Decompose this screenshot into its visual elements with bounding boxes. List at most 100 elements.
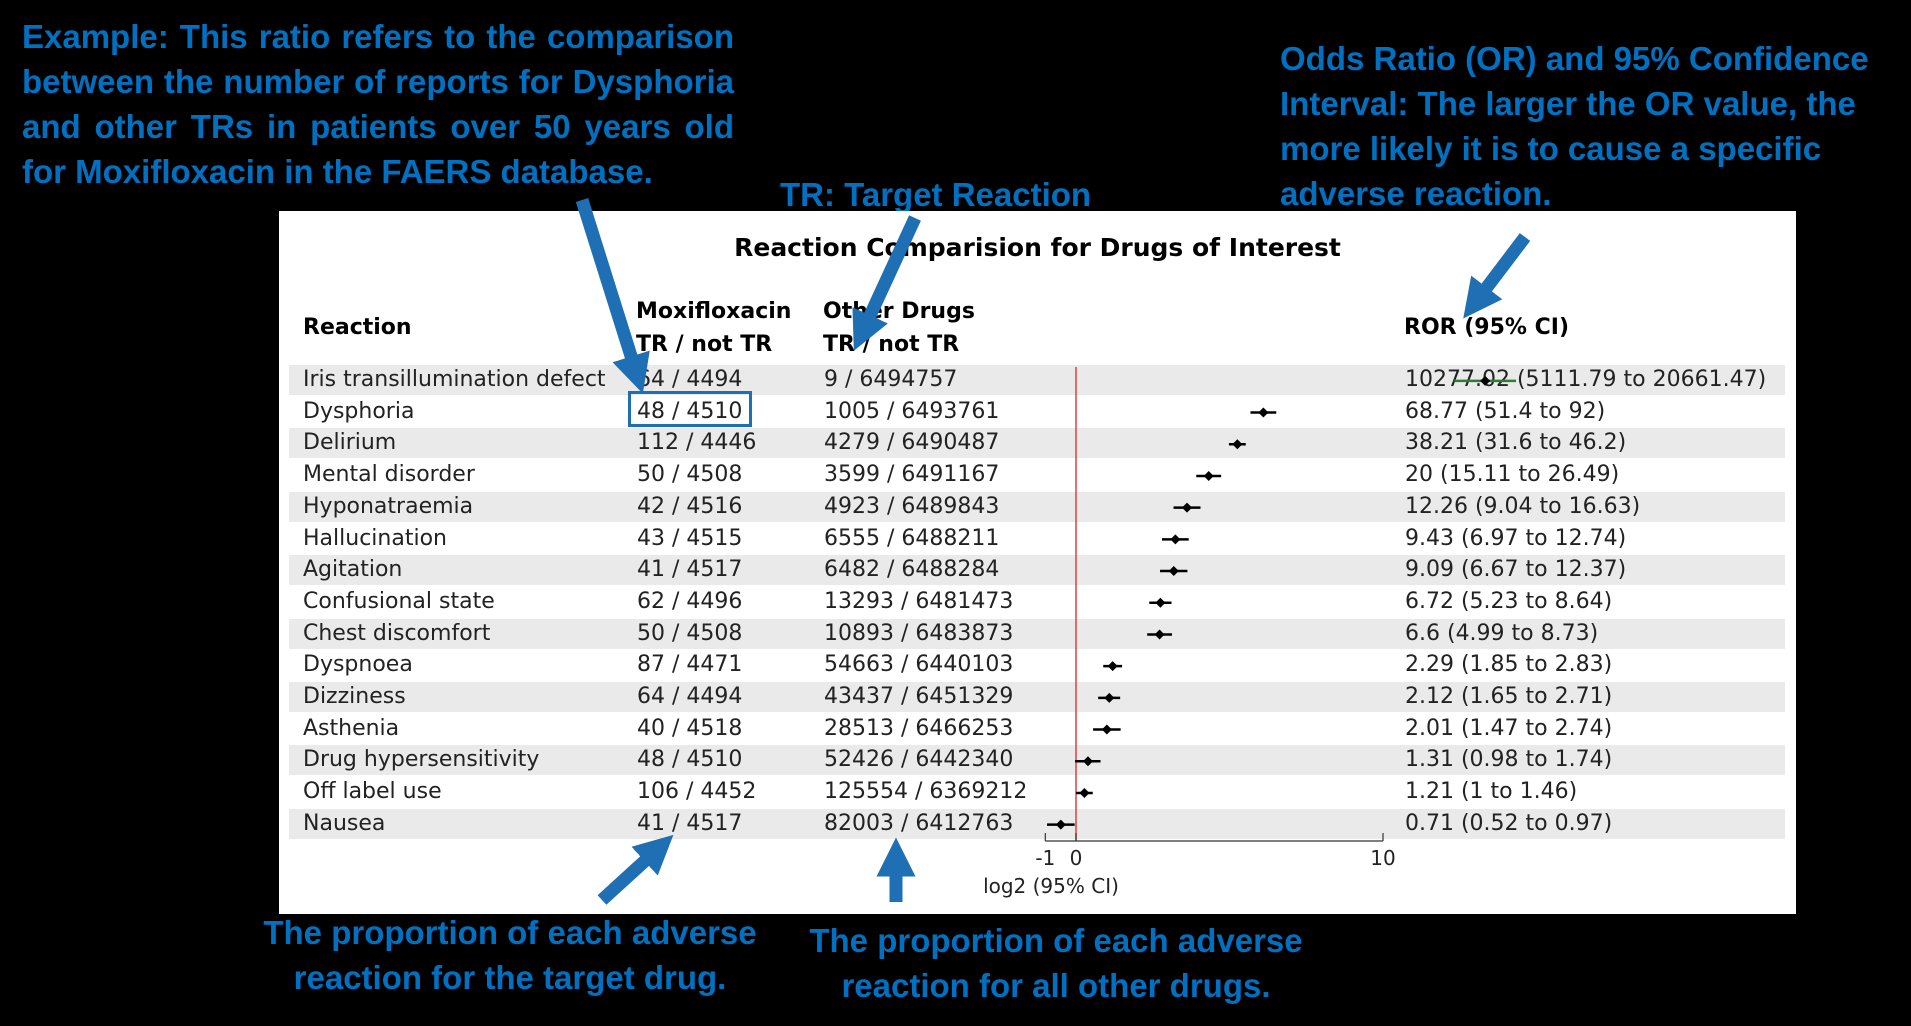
ror-value: 6.72 (5.23 to 8.64)	[1405, 588, 1613, 614]
drug-column-subheader: TR / not TR	[636, 332, 773, 357]
table-row: Drug hypersensitivity 48 / 4510 52426 / 64…	[289, 745, 1785, 776]
drug-count: 87 / 4471	[637, 652, 743, 678]
table-row: Chest discomfort 50 / 4508 10893 / 6483873…	[289, 618, 1785, 649]
other-drugs-count: 9 / 6494757	[824, 367, 958, 392]
drug-count: 40 / 4518	[637, 715, 743, 741]
other-drugs-column-subheader: TR / not TR	[823, 332, 960, 357]
odds-ratio-annotation: Odds Ratio (OR) and 95% Confidence Inter…	[1280, 40, 1869, 212]
tr-arrow-icon	[852, 215, 921, 351]
other-drugs-count: 54663 / 6440103	[824, 652, 1014, 678]
ror-value: 9.09 (6.67 to 12.37)	[1405, 557, 1627, 583]
table-row: Asthenia 40 / 4518 28513 / 6466253 2.01 (1.…	[289, 714, 1785, 744]
table-row: Hyponatraemia 42 / 4516 4923 / 6489843 12.2…	[289, 491, 1785, 522]
table-row: Mental disorder 50 / 4508 3599 / 6491167 20…	[289, 460, 1785, 490]
table-row: Iris transillumination defect 64 / 4494 9 …	[289, 365, 1785, 395]
drug-count: 64 / 4494	[637, 367, 743, 392]
ror-point	[1155, 597, 1166, 608]
ror-point	[1154, 629, 1165, 640]
ror-value: 12.26 (9.04 to 16.63)	[1405, 493, 1641, 519]
drug-count: 64 / 4494	[637, 684, 743, 709]
ror-value: 9.43 (6.97 to 12.74)	[1405, 525, 1627, 551]
other-drugs-count: 125554 / 6369212	[824, 779, 1028, 805]
other-drugs-count: 3599 / 6491167	[824, 462, 1000, 488]
reaction-label: Nausea	[303, 810, 386, 836]
ror-point	[1082, 756, 1093, 767]
drug-count: 62 / 4496	[637, 588, 743, 614]
drug-count: 43 / 4515	[637, 525, 743, 551]
reaction-label: Asthenia	[303, 715, 400, 741]
forest-plot-svg: -1 0 10 log2 (95% CI)	[983, 367, 1517, 898]
ror-point	[1203, 470, 1214, 481]
ror-value: 1.31 (0.98 to 1.74)	[1405, 747, 1613, 773]
table-row: Dyspnoea 87 / 4471 54663 / 6440103 2.29 (1.…	[289, 650, 1785, 680]
reaction-column-header: Reaction	[303, 315, 412, 340]
table-row: Hallucination 43 / 4515 6555 / 6488211 9.43…	[289, 524, 1785, 554]
reaction-label: Hallucination	[303, 525, 447, 551]
other-drugs-column-header: Other Drugs	[823, 299, 975, 324]
other-drugs-count: 28513 / 6466253	[824, 715, 1014, 741]
ror-point	[1107, 661, 1118, 672]
drug-count: 112 / 4446	[637, 430, 757, 456]
drug-count: 48 / 4510	[637, 747, 743, 773]
x-tick-label: 0	[1070, 846, 1083, 870]
other-drugs-proportion-annotation: The proportion of each adverse reaction …	[809, 922, 1303, 1004]
table-row: Confusional state 62 / 4496 13293 / 648147…	[289, 587, 1785, 617]
target-drug-proportion-annotation: The proportion of each adverse reaction …	[263, 914, 757, 996]
x-tick-label: -1	[1035, 846, 1055, 870]
other-drugs-count: 1005 / 6493761	[824, 398, 1000, 424]
table-row: Off label use 106 / 4452 125554 / 6369212 1…	[289, 777, 1785, 807]
forest-plot-panel: Reaction Comparision for Drugs of Intere…	[279, 211, 1796, 914]
drug-column-header: Moxifloxacin	[636, 299, 792, 324]
chart-title: Reaction Comparision for Drugs of Intere…	[734, 233, 1341, 262]
ror-point	[1480, 375, 1491, 386]
x-axis-label: log2 (95% CI)	[983, 874, 1119, 898]
drug-count: 41 / 4517	[637, 557, 743, 583]
other-drugs-count: 13293 / 6481473	[824, 588, 1014, 614]
table-row: Dizziness 64 / 4494 43437 / 6451329 2.12 (1…	[289, 682, 1785, 712]
ror-value: 0.71 (0.52 to 0.97)	[1405, 810, 1613, 836]
ror-point	[1079, 787, 1090, 798]
table-row: Dysphoria 48 / 4510 1005 / 6493761 68.77 (5…	[289, 397, 1785, 427]
reaction-label: Hyponatraemia	[303, 493, 474, 519]
ror-value: 2.01 (1.47 to 2.74)	[1405, 715, 1613, 741]
drug-count: 42 / 4516	[637, 493, 743, 519]
table-row: Delirium 112 / 4446 4279 / 6490487 38.21 (3…	[289, 428, 1785, 459]
ror-value: 10277.02 (5111.79 to 20661.47)	[1405, 367, 1767, 392]
drug-count: 41 / 4517	[637, 810, 743, 836]
other-drugs-count: 82003 / 6412763	[824, 810, 1014, 836]
other-drugs-count: 6482 / 6488284	[824, 557, 1000, 583]
ror-value: 2.29 (1.85 to 2.83)	[1405, 652, 1613, 678]
ror-point	[1258, 407, 1269, 418]
drug-count: 106 / 4452	[637, 779, 757, 805]
ror-column-header: ROR (95% CI)	[1404, 315, 1569, 340]
ror-value: 38.21 (31.6 to 46.2)	[1405, 430, 1627, 456]
drug-count: 48 / 4510	[637, 398, 743, 424]
reaction-label: Off label use	[303, 779, 442, 805]
reaction-label: Dysphoria	[303, 398, 415, 424]
dysphoria-highlight-box	[628, 391, 752, 427]
reaction-label: Drug hypersensitivity	[303, 747, 540, 773]
tr-definition-annotation: TR: Target Reaction	[780, 176, 1092, 213]
ror-point	[1232, 439, 1243, 450]
ror-point	[1101, 724, 1112, 735]
target-drug-arrow-icon	[597, 834, 674, 905]
other-drugs-count: 4279 / 6490487	[824, 430, 1000, 456]
ror-point	[1168, 566, 1179, 577]
other-drugs-count: 10893 / 6483873	[824, 620, 1014, 646]
other-drugs-count: 43437 / 6451329	[824, 684, 1014, 709]
other-drugs-count: 6555 / 6488211	[824, 525, 1000, 551]
drug-count: 50 / 4508	[637, 462, 743, 488]
ror-value: 68.77 (51.4 to 92)	[1405, 398, 1606, 424]
reaction-label: Agitation	[303, 557, 403, 583]
reaction-label: Chest discomfort	[303, 620, 491, 646]
reaction-label: Dyspnoea	[303, 652, 413, 678]
reaction-label: Iris transillumination defect	[303, 367, 606, 392]
ror-value: 1.21 (1 to 1.46)	[1405, 779, 1578, 805]
table-row: Agitation 41 / 4517 6482 / 6488284 9.09 (6.…	[289, 555, 1785, 586]
or-arrow-icon	[1463, 233, 1531, 319]
other-drugs-count: 52426 / 6442340	[824, 747, 1014, 773]
ror-point	[1170, 534, 1181, 545]
example-annotation: Example: This ratio refers to the compar…	[22, 18, 734, 190]
reaction-label: Dizziness	[303, 684, 406, 709]
table-row: Nausea 41 / 4517 82003 / 6412763 0.71 (0.52…	[289, 808, 1785, 839]
